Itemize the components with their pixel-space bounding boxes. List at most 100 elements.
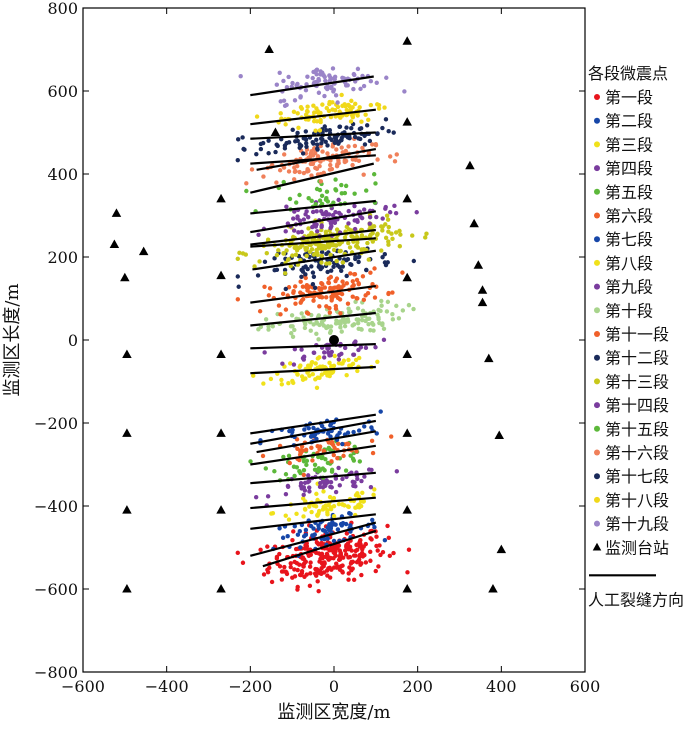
microseismic-point [374,534,379,539]
microseismic-point [348,453,353,458]
microseismic-point [319,423,325,429]
microseismic-point [375,231,380,237]
microseismic-point [345,504,351,509]
microseismic-point [266,324,271,329]
microseismic-point [302,325,308,331]
microseismic-point [256,327,261,332]
microseismic-point [240,135,245,140]
microseismic-point [336,501,342,507]
microseismic-point [330,107,335,112]
microseismic-point [325,143,330,148]
microseismic-point [283,569,288,574]
microseismic-point [411,258,417,264]
microseismic-point [366,257,371,262]
microseismic-point [295,216,300,221]
microseismic-point [303,129,309,134]
microseismic-point [357,355,362,361]
microseismic-point [300,556,305,561]
station-marker [402,272,412,282]
microseismic-point [329,166,335,172]
microseismic-point [368,536,373,541]
microseismic-point [292,169,298,175]
microseismic-point [327,101,332,107]
microseismic-point [392,159,398,164]
microseismic-point [370,142,375,147]
microseismic-point [325,431,331,436]
microseismic-point [340,563,345,568]
microseismic-point [313,361,318,366]
microseismic-point [331,452,336,458]
microseismic-point [311,425,316,431]
legend-marker [594,259,600,266]
legend-marker [594,117,600,124]
microseismic-point [371,322,376,327]
microseismic-point [365,240,370,246]
microseismic-point [370,450,376,456]
microseismic-point [301,472,307,478]
microseismic-point [389,231,394,236]
microseismic-point [360,274,366,279]
microseismic-point [320,102,325,107]
microseismic-point [343,148,348,154]
microseismic-point [334,276,340,281]
fracture-line [250,471,376,485]
fracture-line [250,419,377,445]
microseismic-point [319,566,324,571]
y-tick-label: 200 [47,248,78,267]
microseismic-point [331,247,337,253]
microseismic-point [344,281,350,286]
microseismic-point [304,82,309,87]
microseismic-point [309,264,314,269]
microseismic-point [291,464,297,469]
microseismic-point [305,169,310,174]
microseismic-point [354,449,359,454]
fracture-line [250,237,376,248]
microseismic-point [286,257,291,262]
microseismic-point [318,117,323,123]
microseismic-point [405,570,410,575]
microseismic-point [322,481,327,486]
microseismic-point [367,138,373,144]
microseismic-point [314,209,319,214]
microseismic-point [328,162,333,168]
microseismic-point [314,573,319,578]
microseismic-point [296,230,301,235]
microseismic-point [334,319,340,325]
fracture-line [250,365,376,375]
microseismic-point [301,468,307,473]
y-tick-label: 600 [47,82,78,101]
microseismic-point [272,469,277,474]
microseismic-point [327,310,333,315]
microseismic-point [300,377,306,382]
microseismic-point [309,247,315,252]
microseismic-point [330,213,336,218]
microseismic-point [258,141,264,147]
microseismic-point [329,469,335,474]
microseismic-point [363,560,369,565]
microseismic-point [336,141,341,146]
microseismic-point [333,93,339,98]
microseismic-point [383,117,389,122]
microseismic-point [265,494,271,499]
microseismic-point [383,235,389,241]
microseismic-point [263,317,269,322]
microseismic-point [252,264,257,269]
microseismic-point [235,274,240,279]
microseismic-point [305,74,310,79]
microseismic-point [282,152,287,157]
microseismic-point [244,188,249,194]
microseismic-point [329,364,334,369]
microseismic-point [390,317,396,322]
microseismic-point [314,319,319,325]
microseismic-point [329,85,334,91]
legend: 各段微震点 第一段第二段第三段第四段第五段第六段第七段第八段第九段第十段第十一段… [588,64,684,609]
microseismic-point [315,229,320,234]
microseismic-point [362,142,368,147]
microseismic-point [302,506,308,512]
microseismic-point [322,93,327,99]
microseismic-point [299,311,304,316]
microseismic-point [338,311,343,316]
microseismic-point [277,168,283,173]
microseismic-point [385,299,391,305]
